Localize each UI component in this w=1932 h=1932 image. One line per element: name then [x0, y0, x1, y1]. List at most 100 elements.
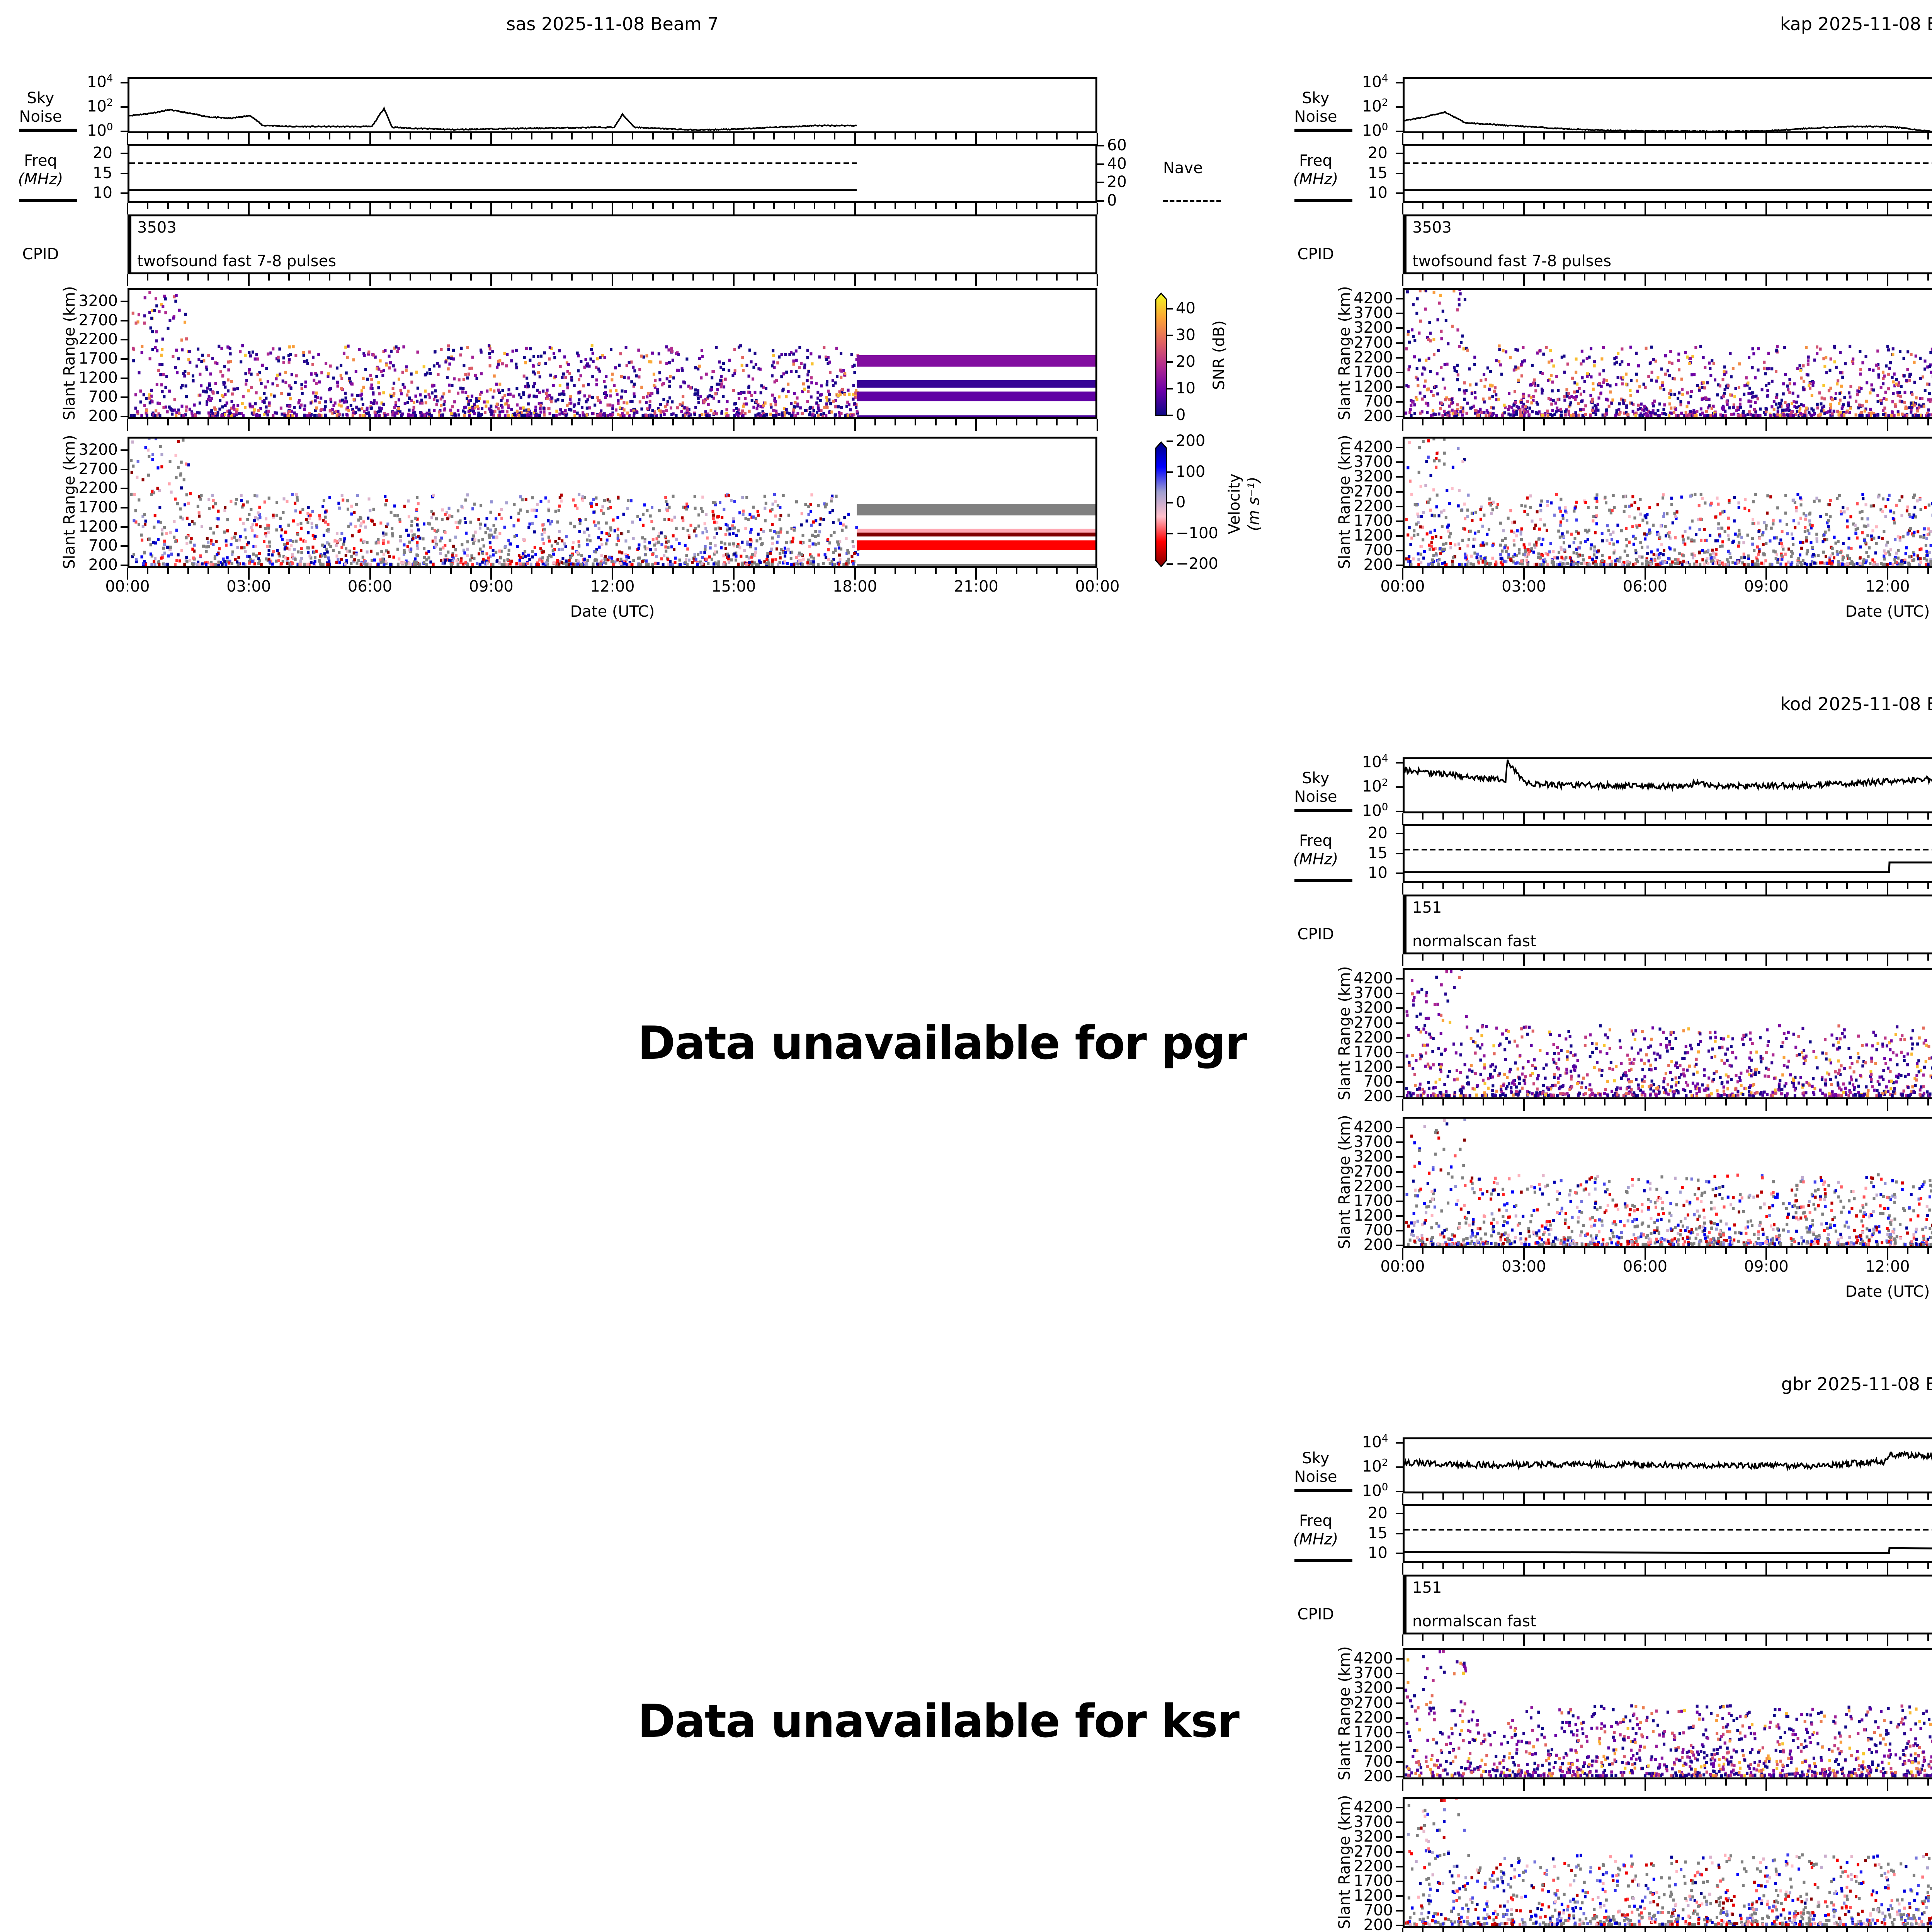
x-major-tick	[612, 419, 613, 431]
x-minor-tick	[510, 133, 512, 139]
velocity-cell	[278, 554, 281, 558]
snr-cell	[149, 326, 152, 330]
snr-cell	[457, 413, 461, 417]
velocity-cell	[515, 534, 518, 537]
x-minor-tick	[753, 568, 755, 574]
velocity-cell	[597, 536, 600, 539]
snr-cell	[754, 363, 757, 366]
snr-cell	[1567, 413, 1570, 416]
velocity-cell	[697, 524, 701, 528]
velocity-cell	[384, 495, 387, 498]
velocity-cell	[447, 507, 451, 510]
velocity-cell	[831, 494, 834, 498]
velocity-cell	[344, 562, 347, 566]
sky-noise-tick: 100	[1362, 121, 1388, 139]
snr-cell	[585, 400, 588, 403]
velocity-cell	[531, 522, 534, 525]
velocity-cell	[716, 521, 719, 524]
snr-cell	[659, 361, 662, 364]
velocity-cell	[522, 552, 525, 555]
x-major-tick	[1887, 274, 1888, 286]
velocity-cell	[492, 553, 495, 557]
velocity-cell	[165, 532, 168, 536]
velocity-cell	[667, 558, 670, 561]
velocity-cell	[157, 520, 160, 524]
velocity-cell	[152, 491, 155, 495]
x-minor-tick	[349, 203, 351, 209]
snr-cell	[493, 410, 497, 413]
snr-cell	[267, 410, 270, 413]
velocity-cell	[825, 556, 828, 559]
sky-noise-tick: 100	[87, 121, 113, 139]
velocity-cell	[299, 522, 303, 525]
snr-cell	[604, 414, 607, 417]
velocity-cell	[276, 501, 279, 504]
snr-cell	[221, 394, 224, 397]
snr-cell	[682, 414, 685, 417]
snr-cell	[216, 411, 219, 414]
velocity-cell	[723, 542, 726, 546]
velocity-cell	[391, 563, 393, 566]
velocity-cell	[607, 532, 610, 536]
snr-cell	[528, 393, 531, 397]
velocity-cell	[175, 476, 178, 480]
velocity-cell	[726, 553, 729, 556]
velocity-cell	[594, 558, 596, 562]
snr-cell	[1473, 363, 1476, 366]
velocity-cell	[205, 545, 208, 549]
velocity-cell	[818, 530, 821, 534]
velocity-cell	[233, 536, 236, 539]
snr-cell	[1795, 400, 1798, 404]
velocity-cell	[459, 519, 462, 523]
snr-cell	[137, 313, 140, 316]
velocity-cell	[510, 515, 512, 519]
snr-cell	[352, 358, 355, 362]
velocity-cell	[561, 557, 565, 560]
snr-cell	[275, 357, 278, 361]
snr-cell	[1883, 397, 1886, 400]
snr-cell	[257, 414, 260, 417]
velocity-cell	[490, 563, 493, 566]
snr-cell	[711, 370, 714, 373]
snr-cell	[665, 377, 668, 381]
velocity-cell	[542, 550, 545, 554]
velocity-cell	[522, 538, 525, 541]
snr-cell	[726, 414, 729, 417]
x-minor-tick	[1705, 274, 1707, 281]
snr-cell	[838, 390, 841, 394]
snr-cell	[461, 390, 464, 394]
velocity-cell	[565, 561, 568, 564]
snr-cell	[757, 412, 760, 416]
velocity-cell	[740, 554, 743, 558]
snr-cell	[1858, 414, 1861, 417]
snr-cell	[1565, 388, 1568, 391]
x-minor-tick	[995, 419, 997, 425]
velocity-cell	[303, 563, 306, 566]
snr-cell	[1609, 390, 1612, 394]
x-minor-tick	[1866, 419, 1868, 425]
velocity-cell	[608, 555, 611, 559]
velocity-cell	[830, 534, 833, 537]
velocity-cell	[222, 557, 225, 561]
snr-cell	[807, 389, 810, 393]
velocity-cell	[201, 562, 204, 566]
snr-cell	[473, 406, 476, 410]
velocity-cell	[407, 515, 410, 519]
velocity-cell	[765, 558, 769, 561]
snr-cell	[775, 379, 778, 382]
snr-cell	[773, 409, 776, 413]
snr-cell	[1645, 347, 1648, 350]
snr-cell	[1486, 410, 1490, 414]
snr-cell	[223, 413, 226, 416]
snr-cell	[687, 408, 690, 411]
snr-cell	[765, 413, 768, 416]
snr-cell	[351, 414, 354, 417]
snr-cell	[1439, 401, 1442, 405]
snr-cell	[1869, 414, 1872, 417]
snr-cell	[799, 406, 802, 410]
x-minor-tick	[753, 133, 755, 139]
snr-cell	[168, 318, 172, 322]
snr-cell	[151, 348, 154, 351]
snr-cell	[345, 371, 348, 375]
snr-cell	[210, 397, 213, 400]
